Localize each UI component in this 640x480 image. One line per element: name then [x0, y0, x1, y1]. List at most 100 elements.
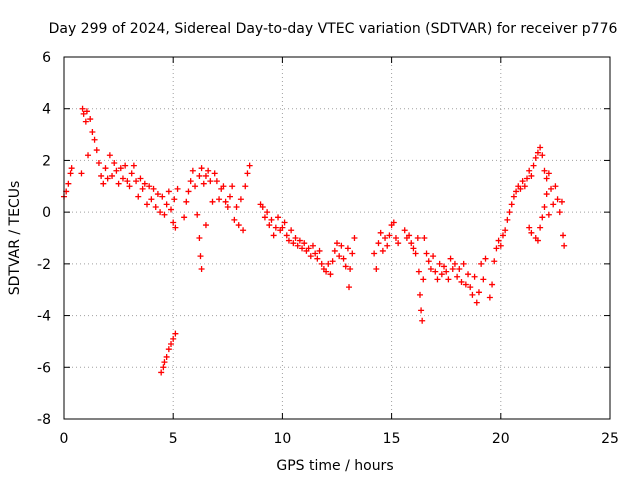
data-point	[137, 175, 144, 182]
data-point	[506, 209, 513, 216]
data-point	[220, 183, 227, 190]
data-point	[550, 201, 557, 208]
data-series	[61, 105, 568, 376]
data-point	[456, 266, 463, 273]
data-point	[174, 185, 181, 192]
data-point	[408, 240, 415, 247]
data-point	[552, 183, 559, 190]
data-point	[226, 193, 233, 200]
data-point	[242, 183, 249, 190]
data-point	[305, 245, 312, 252]
data-point	[418, 307, 425, 314]
data-point	[432, 268, 439, 275]
data-point	[307, 253, 314, 260]
grid	[64, 57, 610, 419]
data-point	[237, 196, 244, 203]
data-point	[170, 219, 177, 226]
data-point	[334, 240, 340, 247]
data-point	[283, 232, 290, 239]
data-point	[425, 258, 432, 265]
data-point	[537, 224, 544, 231]
data-point	[165, 188, 172, 195]
data-point	[209, 198, 216, 205]
data-point	[373, 266, 380, 273]
data-point	[314, 255, 321, 262]
data-point	[548, 185, 555, 192]
data-point	[545, 211, 552, 218]
axis-ticks: 0 5 10 15 20 25 -8 -6 -4 -2 0 2 4 6	[37, 50, 619, 447]
data-point	[95, 160, 102, 167]
data-point	[497, 242, 504, 249]
data-point	[486, 294, 493, 301]
data-point	[150, 185, 157, 192]
data-point	[183, 198, 190, 205]
data-point	[196, 172, 203, 179]
data-point	[168, 206, 175, 213]
data-point	[172, 224, 179, 231]
data-point	[229, 183, 236, 190]
data-point	[420, 276, 427, 283]
data-point	[344, 245, 351, 252]
x-tick-label: 10	[273, 431, 291, 447]
chart-title: Day 299 of 2024, Sidereal Day-to-day VTE…	[49, 21, 618, 37]
data-point	[451, 260, 458, 267]
data-point	[139, 185, 146, 192]
data-point	[513, 188, 520, 195]
y-tick-label: 2	[42, 153, 51, 169]
data-point	[207, 178, 214, 185]
data-point	[106, 152, 113, 159]
data-point	[68, 165, 75, 172]
data-point	[93, 147, 100, 154]
x-tick-label: 0	[60, 431, 69, 447]
data-point	[146, 183, 153, 190]
data-point	[338, 242, 345, 249]
data-point	[301, 240, 308, 247]
data-point	[495, 237, 502, 244]
y-tick-label: -2	[37, 257, 51, 273]
data-point	[346, 284, 353, 291]
data-point	[329, 258, 336, 265]
data-point	[143, 201, 150, 208]
data-point	[159, 193, 166, 200]
data-point	[100, 180, 107, 187]
data-point	[327, 271, 334, 278]
data-point	[534, 149, 541, 156]
data-point	[480, 276, 487, 283]
data-point	[89, 128, 96, 135]
data-point	[414, 235, 421, 241]
data-point	[268, 216, 275, 223]
data-point	[462, 281, 469, 288]
x-tick-label: 15	[383, 431, 401, 447]
data-point	[384, 242, 391, 249]
data-point	[80, 110, 87, 117]
data-point	[170, 335, 177, 342]
data-point	[281, 219, 288, 226]
data-point	[379, 247, 386, 254]
data-point	[412, 250, 419, 257]
data-point	[312, 250, 319, 257]
x-tick-label: 25	[601, 431, 619, 447]
data-point	[85, 152, 92, 159]
data-point	[113, 167, 120, 174]
data-point	[270, 232, 277, 239]
data-point	[261, 214, 268, 221]
data-point	[240, 227, 247, 234]
data-point	[198, 266, 205, 273]
y-tick-label: -4	[37, 309, 51, 325]
data-point	[499, 232, 506, 239]
data-point	[181, 214, 188, 221]
data-point	[222, 198, 229, 205]
data-point	[102, 165, 109, 172]
data-point	[152, 203, 159, 210]
x-axis-label: GPS time / hours	[276, 458, 393, 474]
data-point	[163, 353, 170, 360]
data-point	[115, 180, 122, 187]
y-tick-label: -8	[37, 412, 51, 428]
data-point	[524, 175, 531, 182]
data-point	[288, 227, 295, 234]
data-point	[316, 247, 323, 254]
data-point	[292, 235, 299, 241]
data-point	[224, 203, 231, 210]
data-point	[342, 263, 349, 270]
data-point	[87, 116, 94, 123]
